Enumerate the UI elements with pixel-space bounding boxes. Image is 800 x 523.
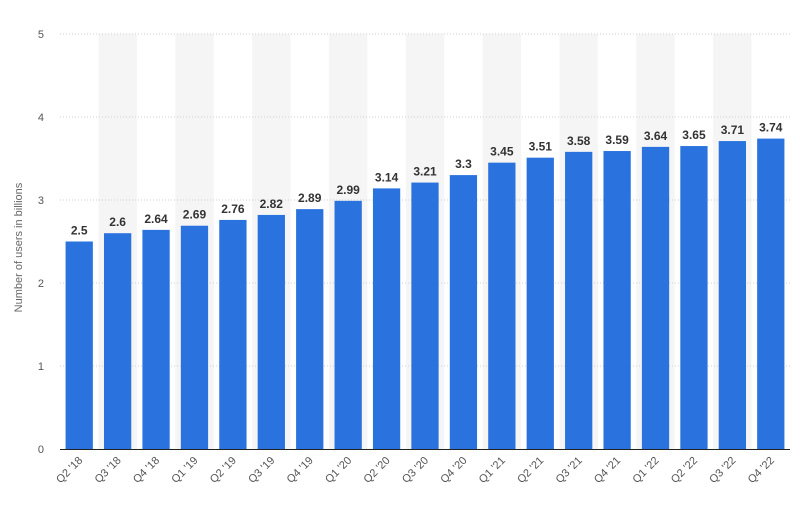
value-label: 3.58 [567,134,591,148]
x-tick-label: Q1 '20 [323,455,354,486]
x-tick-label: Q4 '21 [592,455,623,486]
bars [65,138,785,450]
bar [257,214,285,449]
value-label: 2.5 [71,224,88,238]
value-label: 2.76 [221,202,245,216]
value-label: 3.64 [644,129,668,143]
value-label: 3.59 [605,133,629,147]
x-tick-label: Q3 '20 [400,455,431,486]
x-tick-label: Q4 '22 [746,455,777,486]
bar [372,188,401,449]
x-tick-label: Q1 '19 [169,455,200,486]
value-label: 3.51 [529,140,553,154]
bar [103,233,132,449]
x-tick-label: Q3 '18 [93,455,124,486]
bar [334,200,362,449]
value-label: 3.3 [455,157,472,171]
bar [641,146,670,449]
value-label: 3.14 [375,170,399,184]
value-label: 2.64 [144,212,168,226]
bar [449,175,478,449]
y-tick-label: 1 [38,361,44,373]
x-tick-label: Q4 '20 [438,455,469,486]
y-tick-label: 4 [38,112,44,124]
x-tick-label: Q1 '22 [630,455,661,486]
value-label: 3.45 [490,145,514,159]
bar [757,138,785,449]
bar [680,146,708,450]
bar [411,182,439,449]
x-tick-label: Q2 '20 [362,455,393,486]
bar [180,225,209,449]
value-label: 2.69 [183,208,207,222]
y-tick-label: 3 [38,195,44,207]
bar [296,209,324,449]
value-label: 2.82 [260,197,284,211]
bar [219,219,247,449]
x-tick-label: Q2 '22 [669,455,700,486]
value-label: 3.71 [721,123,745,137]
bar [488,162,516,449]
y-axis-ticks: 0 1 2 3 4 5 [38,29,44,456]
bar [526,157,554,450]
x-tick-label: Q3 '19 [246,455,277,486]
y-axis-title: Number of users in billions [13,182,25,312]
bar [718,141,747,449]
y-tick-label: 2 [38,278,44,290]
value-label: 3.65 [682,128,706,142]
x-tick-label: Q2 '19 [208,455,239,486]
value-label: 3.74 [759,121,783,135]
value-label: 2.99 [336,183,360,197]
value-labels: 2.5 2.6 2.64 2.69 2.76 2.82 2.89 2.99 3.14 3.21 3.… [71,121,783,238]
y-tick-label: 0 [38,444,44,456]
bar [65,241,93,449]
x-axis-ticks: Q2 '18 Q3 '18 Q4 '18 Q1 '19 Q2 '19 Q3 '19 Q4 '… [54,455,777,486]
x-tick-label: Q4 '18 [131,455,162,486]
bar [142,229,170,449]
x-tick-label: Q2 '21 [515,455,546,486]
value-label: 2.89 [298,191,322,205]
value-label: 2.6 [109,215,126,229]
bar [565,151,593,450]
bar [603,151,631,449]
y-tick-label: 5 [38,29,44,41]
x-tick-label: Q1 '21 [477,455,508,486]
x-tick-label: Q4 '19 [285,455,316,486]
x-tick-label: Q2 '18 [54,455,85,486]
value-label: 3.21 [413,165,437,179]
x-tick-label: Q3 '22 [707,455,738,486]
x-tick-label: Q3 '21 [554,455,585,486]
